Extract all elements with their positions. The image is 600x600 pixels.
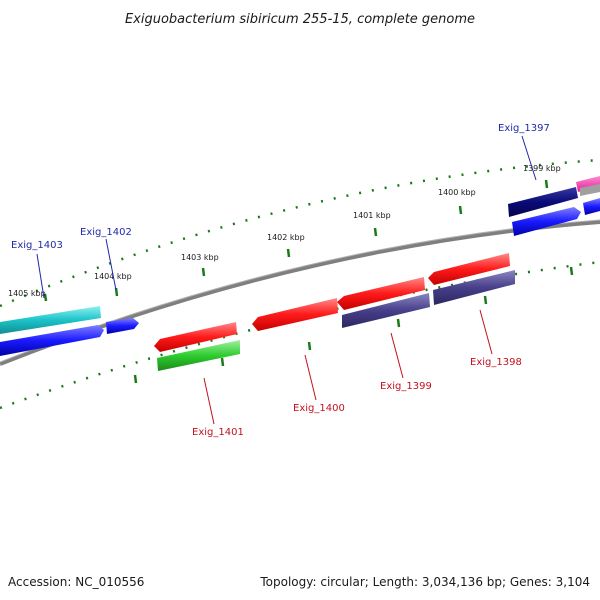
leader-exig-1403 (36, 253, 45, 299)
label-exig-1400[interactable]: Exig_1400 (293, 403, 345, 414)
cds-exig-1398[interactable] (433, 270, 515, 305)
leader-exig-1399 (390, 332, 404, 379)
label-exig-1397[interactable]: Exig_1397 (498, 123, 550, 134)
label-exig-1398[interactable]: Exig_1398 (470, 357, 522, 368)
gene-exig-1397[interactable] (508, 187, 578, 217)
tick-label-1399: 1399 kbp (523, 164, 561, 173)
cds-exig-1399[interactable] (342, 293, 430, 328)
gene-exig-1401[interactable] (154, 322, 237, 352)
cds-exig-1397[interactable] (512, 207, 581, 236)
leader-exig-1397 (521, 135, 537, 181)
tick-label-1401: 1401 kbp (353, 211, 391, 220)
tick-label-1402: 1402 kbp (267, 233, 305, 242)
cds-partial-right[interactable] (583, 198, 600, 215)
tick-label-1405: 1405 kbp (8, 289, 46, 298)
label-exig-1401[interactable]: Exig_1401 (192, 427, 244, 438)
leader-exig-1401 (203, 377, 215, 425)
accession-text: Accession: NC_010556 (8, 575, 144, 589)
cds-exig-1403[interactable] (0, 325, 104, 356)
leader-exig-1402 (105, 238, 117, 291)
leader-exig-1400 (304, 354, 317, 401)
leader-exig-1398 (479, 309, 493, 355)
label-exig-1399[interactable]: Exig_1399 (380, 381, 432, 392)
tick-label-1400: 1400 kbp (438, 188, 476, 197)
gene-exig-1400[interactable] (252, 298, 338, 331)
gene-exig-1402[interactable] (106, 318, 139, 334)
map-title: Exiguobacterium sibiricum 255-15, comple… (125, 12, 475, 27)
genome-summary-text: Topology: circular; Length: 3,034,136 bp… (259, 575, 590, 589)
gene-exig-1398[interactable] (428, 253, 510, 285)
gene-exig-1399[interactable] (337, 277, 425, 310)
gene-exig-1403[interactable] (0, 306, 101, 334)
genome-backbone (0, 220, 600, 366)
label-exig-1403[interactable]: Exig_1403 (11, 240, 63, 251)
gene-partial-right-gray[interactable] (580, 184, 600, 196)
tick-label-1403: 1403 kbp (181, 253, 219, 262)
label-exig-1402[interactable]: Exig_1402 (80, 227, 132, 238)
cds-exig-1401[interactable] (157, 340, 240, 371)
reverse-major-ticks (133, 266, 574, 384)
